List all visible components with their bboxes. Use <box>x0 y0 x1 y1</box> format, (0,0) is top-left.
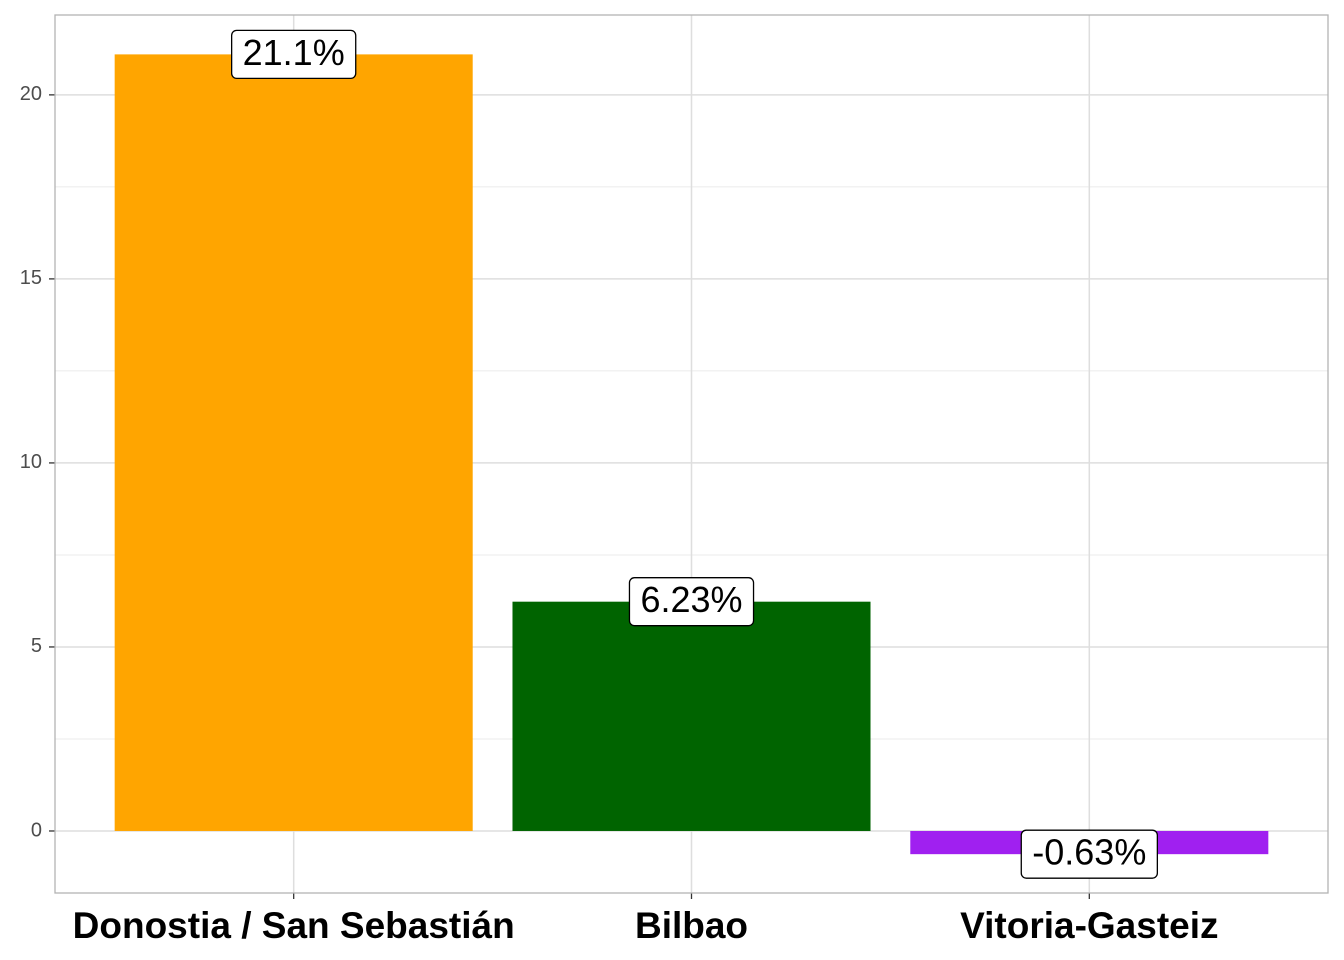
value-label-box <box>628 577 755 627</box>
y-tick-label: 10 <box>20 451 42 473</box>
labels: 0 5 10 15 20 Donostia / San Sebastián Bilbao Vi… <box>20 29 1219 946</box>
x-tick-label: Vitoria-Gasteiz <box>960 905 1218 946</box>
x-tick-label: Donostia / San Sebastián <box>73 905 515 946</box>
bar <box>114 54 473 831</box>
y-tick-label: 20 <box>20 83 42 105</box>
panel-border <box>54 14 1329 894</box>
value-label: -0.63% <box>1032 832 1146 873</box>
x-tick-label: Bilbao <box>635 905 748 946</box>
value-label: 6.23% <box>640 579 742 620</box>
value-label-box <box>230 29 357 80</box>
value-label: 21.1% <box>243 32 345 73</box>
y-tick-label: 15 <box>20 267 42 289</box>
value-label-box <box>1020 829 1159 879</box>
y-tick-label: 5 <box>31 635 42 657</box>
marks <box>114 54 1269 855</box>
bar <box>512 601 871 831</box>
y-tick-label: 0 <box>31 819 42 841</box>
